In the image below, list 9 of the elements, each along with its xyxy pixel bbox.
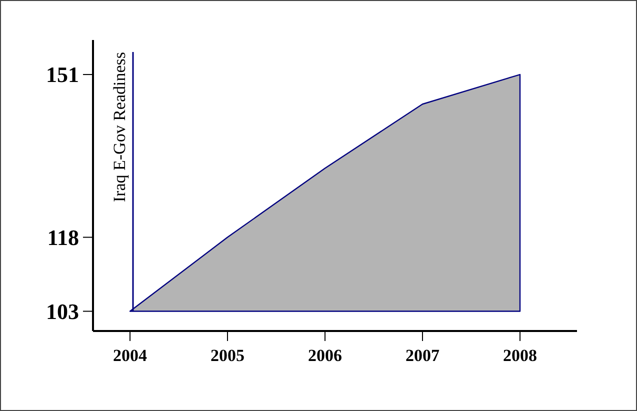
y-axis-title: Iraq E-Gov Readiness: [110, 52, 129, 202]
y-tick-label: 151: [46, 62, 79, 88]
x-tick-label: 2007: [406, 346, 440, 365]
x-tick-label: 2004: [113, 346, 148, 365]
x-tick-label: 2005: [210, 346, 244, 365]
x-tick-label: 2008: [503, 346, 537, 365]
y-tick-label: 103: [46, 298, 79, 324]
x-tick-label: 2006: [308, 346, 342, 365]
y-tick-label: 118: [47, 224, 79, 250]
